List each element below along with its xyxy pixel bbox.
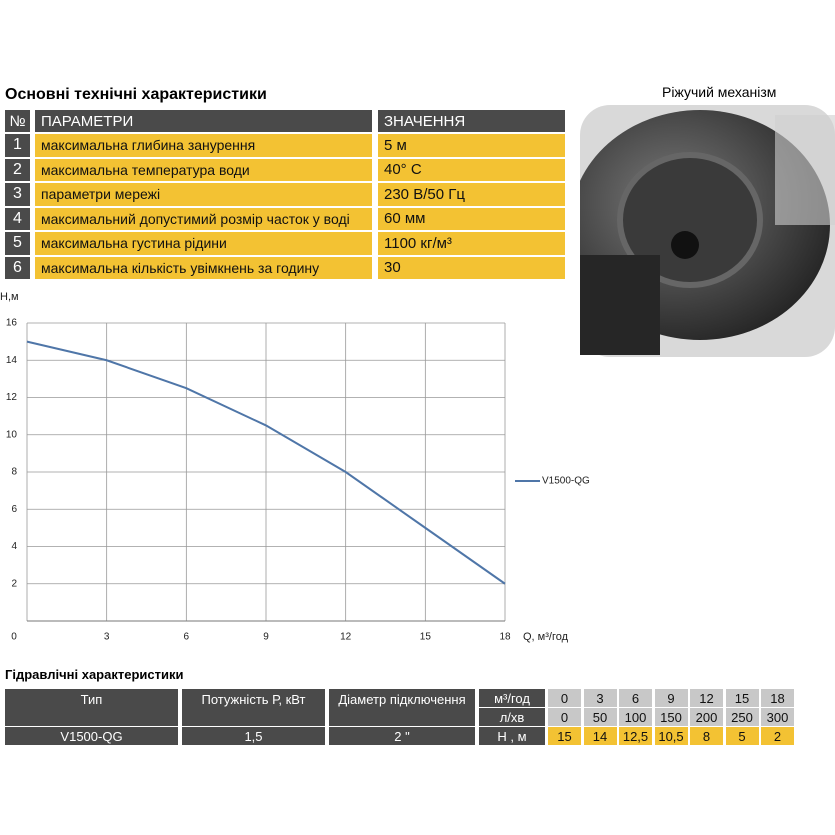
value-cell: 15: [725, 689, 759, 707]
column-header: Тип: [5, 689, 178, 726]
x-axis-label: Q, м³/год: [523, 631, 569, 643]
value-cell: 8: [690, 727, 723, 745]
unit-cell: л/хв: [479, 708, 545, 726]
model-cell: 2 ": [329, 727, 475, 745]
photo: [580, 105, 835, 357]
x-tick-label: 18: [499, 632, 511, 643]
row-number: 4: [5, 207, 30, 230]
value-cell: 10,5: [654, 727, 688, 745]
y-tick-label: 4: [11, 541, 17, 552]
legend-label: V1500-QG: [542, 476, 590, 487]
value-cell: 100: [619, 708, 652, 726]
row-number: 3: [5, 183, 30, 206]
unit-cell: Н , м: [479, 727, 545, 745]
cell: 40° С: [378, 158, 565, 181]
x-tick-label: 6: [184, 632, 190, 643]
value-cell: 150: [654, 708, 688, 726]
x-tick-label: 3: [104, 632, 110, 643]
value-cell: 18: [761, 689, 794, 707]
y-tick-label: 6: [11, 504, 17, 515]
x-tick-label: 9: [263, 632, 269, 643]
cell: максимальна кількість увімкнень за годин…: [35, 256, 372, 279]
value-cell: 0: [548, 689, 581, 707]
value-cell: 12: [690, 689, 723, 707]
column-header: Потужність Р, кВт: [182, 689, 325, 726]
cell: 60 мм: [378, 207, 565, 230]
specs-title: Основні технічні характеристики: [5, 86, 267, 103]
x-tick-label: 12: [340, 632, 352, 643]
y-tick-label: 8: [11, 467, 17, 478]
y-tick-label: 12: [6, 392, 18, 403]
y-tick-label: 16: [6, 318, 18, 329]
value-cell: 2: [761, 727, 794, 745]
cell: 30: [378, 256, 565, 279]
model-cell: V1500-QG: [5, 727, 178, 745]
value-cell: 0: [548, 708, 581, 726]
cell: максимальна глибина занурення: [35, 134, 372, 157]
header-cell: ЗНАЧЕННЯ: [378, 110, 565, 132]
row-number: 2: [5, 158, 30, 181]
value-cell: 300: [761, 708, 794, 726]
chart: Н,м Q, м³/год 2 4 6 8 10 12 14 16 0 3 6 9 12 15 18 V150…: [0, 291, 590, 643]
value-cell: 50: [583, 708, 617, 726]
cell: 230 В/50 Гц: [378, 183, 565, 206]
value-cell: 12,5: [619, 727, 652, 745]
x-tick-label: 0: [11, 632, 17, 643]
value-cell: 9: [654, 689, 688, 707]
model-cell: 1,5: [182, 727, 325, 745]
x-tick-label: 15: [420, 632, 432, 643]
row-number: 1: [5, 134, 30, 157]
cell: максимальна температура води: [35, 158, 372, 181]
photo-caption: Ріжучий механізм: [662, 84, 777, 100]
y-tick-label: 2: [11, 578, 17, 589]
row-number: 6: [5, 256, 30, 279]
cell: параметри мережі: [35, 183, 372, 206]
header-cell: ПАРАМЕТРИ: [35, 110, 372, 132]
cell: максимальна густина рідини: [35, 232, 372, 255]
value-cell: 200: [690, 708, 723, 726]
cell: 5 м: [378, 134, 565, 157]
value-cell: 3: [583, 689, 617, 707]
series-line: [26, 340, 506, 585]
hydraulics-title: Гідравлічні характеристики: [5, 667, 184, 682]
value-cell: 250: [725, 708, 759, 726]
unit-cell: м³/год: [479, 689, 545, 707]
column-header: Діаметр підключення: [329, 689, 475, 726]
y-tick-label: 10: [6, 429, 18, 440]
value-cell: 14: [583, 727, 617, 745]
row-number: 5: [5, 232, 30, 255]
cell: 1100 кг/м³: [378, 232, 565, 255]
cell: максимальний допустимий розмір часток у …: [35, 207, 372, 230]
y-tick-label: 14: [6, 355, 18, 366]
value-cell: 6: [619, 689, 652, 707]
header-cell: №: [5, 110, 30, 132]
y-axis-label: Н,м: [0, 291, 19, 303]
value-cell: 5: [725, 727, 759, 745]
value-cell: 15: [548, 727, 581, 745]
